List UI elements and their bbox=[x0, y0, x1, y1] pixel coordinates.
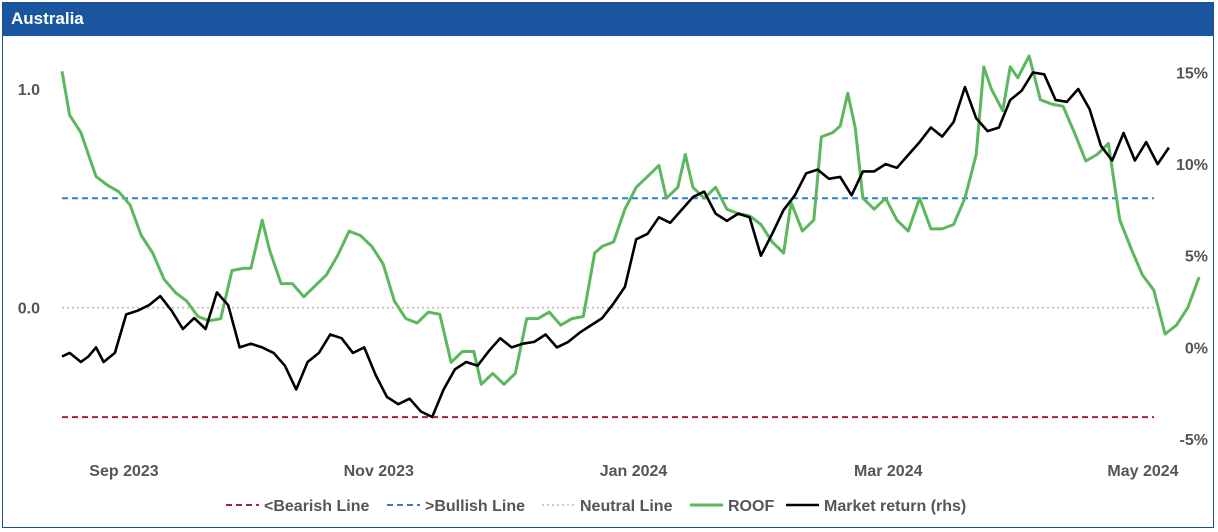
series-line-0 bbox=[60, 54, 1201, 386]
x-tick-label: Mar 2024 bbox=[854, 463, 923, 480]
legend-label-1: >Bullish Line bbox=[425, 498, 525, 515]
legend-label-3: ROOF bbox=[728, 498, 774, 515]
y-right-tick-label: 5% bbox=[1185, 249, 1208, 266]
series-line-1 bbox=[61, 71, 1170, 419]
y-left-tick-label: 1.0 bbox=[18, 82, 40, 99]
legend-label-4: Market return (rhs) bbox=[824, 498, 966, 515]
chart-header: Australia bbox=[3, 3, 1213, 36]
y-right-tick-label: 10% bbox=[1176, 157, 1208, 174]
x-tick-label: Nov 2023 bbox=[344, 463, 414, 480]
y-right-tick-label: -5% bbox=[1180, 432, 1208, 449]
y-right-tick-label: 15% bbox=[1176, 65, 1208, 82]
y-right-tick-label: 0% bbox=[1185, 340, 1208, 357]
x-tick-label: Sep 2023 bbox=[89, 463, 158, 480]
y-left-tick-label: 0.0 bbox=[18, 301, 40, 318]
x-tick-label: Jan 2024 bbox=[600, 463, 668, 480]
chart-title: Australia bbox=[11, 9, 84, 28]
legend-label-2: Neutral Line bbox=[580, 498, 673, 515]
legend-label-0: <Bearish Line bbox=[264, 498, 369, 515]
x-tick-label: May 2024 bbox=[1107, 463, 1178, 480]
